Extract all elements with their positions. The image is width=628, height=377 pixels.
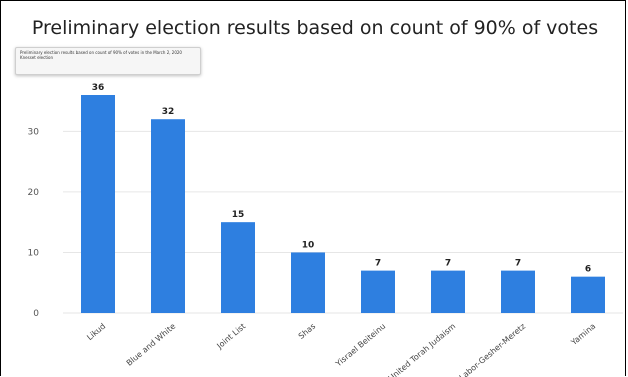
bar[interactable] <box>361 270 395 313</box>
data-label: 10 <box>302 240 315 250</box>
y-tick-label: 20 <box>28 188 40 198</box>
bar[interactable] <box>431 270 465 313</box>
data-label: 15 <box>232 210 245 220</box>
bar[interactable] <box>501 270 535 313</box>
category-label: Likud <box>85 322 107 343</box>
bar[interactable] <box>81 95 115 313</box>
bars <box>81 95 605 313</box>
y-axis-ticks: 0 10 20 30 <box>28 127 40 319</box>
chart-tooltip: Preliminary election results based on co… <box>15 47 201 75</box>
y-tick-label: 10 <box>28 248 40 258</box>
data-label: 7 <box>375 259 381 269</box>
category-label: Yisrael Beiteinu <box>333 322 387 369</box>
data-labels: 36 32 15 10 7 7 7 6 <box>92 83 591 275</box>
category-label: Shas <box>297 322 318 341</box>
category-label: Yamina <box>569 322 598 348</box>
category-label: United Torah Judaism <box>387 322 458 377</box>
y-tick-label: 0 <box>33 309 39 319</box>
x-axis-labels: Likud Blue and White Joint List Shas Yisrael… <box>85 322 597 377</box>
data-label: 32 <box>162 107 175 117</box>
bar[interactable] <box>571 276 605 313</box>
gridlines <box>63 130 623 314</box>
category-label: Labor-Gesher-Meretz <box>458 322 528 377</box>
chart-title: Preliminary election results based on co… <box>31 17 599 39</box>
data-label: 7 <box>445 259 451 269</box>
category-label: Joint List <box>215 322 248 352</box>
data-label: 6 <box>585 265 591 275</box>
data-label: 36 <box>92 83 105 93</box>
bar[interactable] <box>291 252 325 313</box>
category-label: Blue and White <box>125 322 178 368</box>
bar[interactable] <box>221 222 255 313</box>
data-label: 7 <box>515 259 521 269</box>
bar[interactable] <box>151 119 185 313</box>
y-tick-label: 30 <box>28 127 40 137</box>
